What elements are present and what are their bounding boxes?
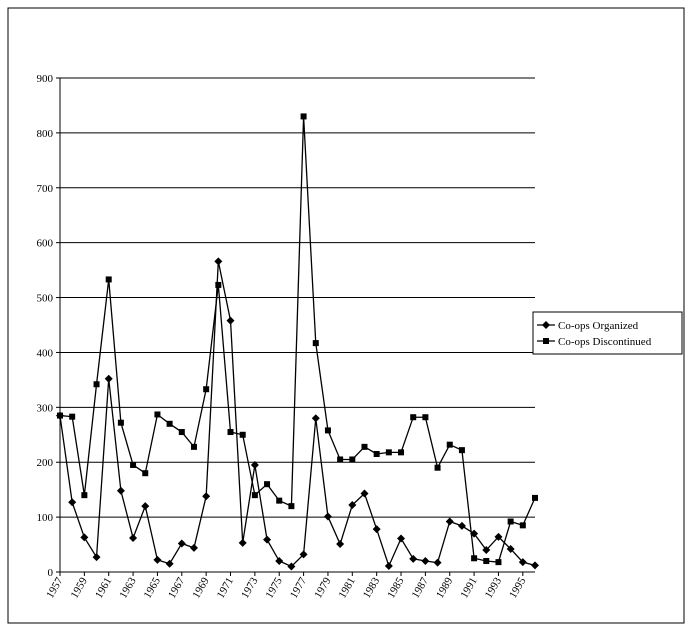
data-point — [129, 533, 138, 542]
data-point — [177, 539, 186, 548]
y-tick-label: 200 — [37, 457, 54, 469]
data-point — [361, 443, 368, 450]
data-point — [398, 449, 405, 456]
y-tick-label: 500 — [37, 293, 54, 305]
data-point — [57, 412, 63, 419]
data-point — [130, 461, 137, 468]
data-point — [518, 558, 527, 567]
data-point — [250, 460, 259, 469]
data-point — [421, 557, 430, 566]
data-point — [532, 494, 538, 501]
data-point — [324, 427, 331, 434]
legend-marker — [543, 338, 549, 344]
data-point — [506, 544, 515, 553]
data-point — [446, 441, 453, 448]
data-point — [445, 517, 454, 526]
data-point — [336, 540, 345, 549]
data-point — [154, 411, 161, 418]
data-point — [422, 414, 429, 421]
data-point — [323, 512, 332, 521]
data-point — [482, 546, 491, 555]
data-point — [433, 558, 442, 567]
legend-marker — [542, 321, 550, 329]
data-point — [494, 532, 503, 541]
data-point — [81, 492, 88, 499]
data-point — [263, 535, 272, 544]
data-point — [105, 276, 112, 283]
data-point — [203, 386, 210, 393]
y-tick-label: 800 — [37, 128, 54, 140]
y-tick-label: 400 — [37, 347, 54, 359]
data-point — [190, 443, 197, 450]
data-point — [349, 456, 356, 463]
data-point — [238, 538, 247, 547]
data-point — [251, 492, 258, 499]
data-point — [483, 558, 490, 565]
data-point — [178, 429, 185, 436]
data-point — [68, 498, 77, 507]
data-point — [458, 447, 465, 454]
data-point — [141, 502, 150, 511]
data-point — [385, 449, 392, 456]
data-point — [410, 414, 417, 421]
data-point — [372, 525, 381, 534]
data-point — [276, 497, 283, 504]
data-point — [92, 553, 101, 562]
data-point — [104, 374, 113, 383]
data-point — [312, 340, 319, 347]
data-point — [166, 420, 173, 427]
data-point — [384, 561, 393, 570]
data-point — [189, 543, 198, 552]
legend-box — [532, 311, 683, 355]
data-point — [434, 464, 441, 471]
series-line — [59, 261, 536, 568]
data-point — [226, 316, 235, 325]
data-point — [495, 559, 502, 566]
data-point — [275, 557, 284, 566]
data-point — [227, 429, 234, 436]
data-point — [239, 431, 246, 438]
y-tick-label: 700 — [37, 183, 54, 195]
data-point — [264, 481, 271, 488]
data-point — [214, 257, 223, 266]
data-point — [69, 413, 76, 420]
series-line — [59, 116, 536, 563]
data-point — [153, 555, 162, 564]
data-point — [311, 414, 320, 423]
y-tick-label: 300 — [37, 402, 54, 414]
data-point — [80, 533, 89, 542]
data-point — [117, 419, 124, 426]
data-point — [397, 534, 406, 543]
data-point — [373, 450, 380, 457]
data-point — [287, 562, 296, 571]
data-point — [116, 486, 125, 495]
data-point — [142, 470, 149, 477]
data-point — [300, 113, 307, 120]
data-point — [519, 522, 526, 529]
y-tick-label: 900 — [37, 73, 54, 85]
y-tick-label: 0 — [48, 567, 54, 579]
data-point — [457, 521, 466, 530]
data-point — [409, 554, 418, 563]
data-point — [93, 381, 100, 388]
data-point — [531, 561, 539, 570]
data-point — [337, 456, 344, 463]
data-point — [299, 550, 308, 559]
legend-label: Co-ops Organized — [558, 320, 639, 332]
data-point — [507, 518, 514, 525]
data-point — [471, 555, 478, 562]
data-point — [165, 559, 174, 568]
data-point — [215, 281, 222, 288]
data-point — [360, 489, 369, 498]
y-tick-label: 100 — [37, 512, 54, 524]
y-tick-label: 600 — [37, 238, 54, 250]
data-point — [288, 503, 295, 510]
data-point — [202, 492, 211, 501]
legend-label: Co-ops Discontinued — [558, 336, 652, 348]
data-point — [348, 501, 357, 510]
